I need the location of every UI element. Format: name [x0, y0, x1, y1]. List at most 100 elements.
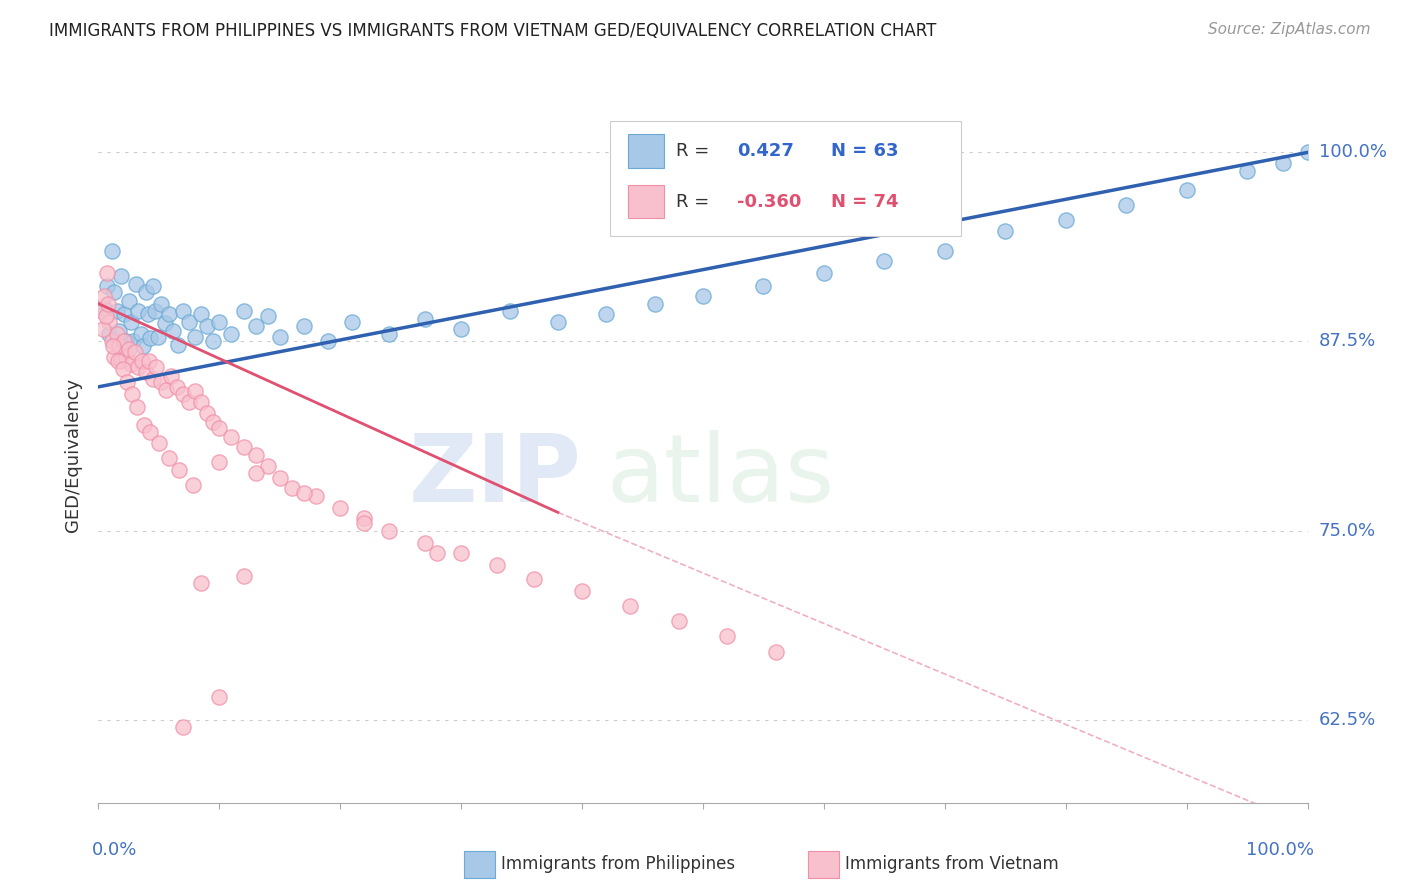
Point [994, 224, 1017, 238]
Point [127, 400, 149, 414]
Point [105, 326, 128, 341]
Point [120, 315, 142, 329]
Text: 62.5%: 62.5% [1319, 711, 1376, 729]
Point [107, 354, 129, 368]
Point [716, 629, 738, 643]
Point [155, 383, 177, 397]
Point [245, 466, 267, 480]
Point [98, 315, 121, 329]
Point [595, 307, 617, 321]
Point [184, 330, 207, 344]
Point [112, 334, 135, 349]
Point [117, 376, 139, 390]
Point [132, 339, 155, 353]
Point [232, 304, 254, 318]
Text: Source: ZipAtlas.com: Source: ZipAtlas.com [1208, 22, 1371, 37]
Point [644, 296, 666, 310]
Point [208, 690, 231, 704]
Point [94, 309, 117, 323]
Point [100, 334, 122, 349]
Point [342, 315, 364, 329]
Point [256, 309, 278, 323]
Point [118, 342, 141, 356]
Point [305, 489, 328, 503]
Point [110, 354, 132, 368]
Point [221, 430, 243, 444]
Point [498, 304, 520, 318]
Point [221, 326, 243, 341]
Point [108, 339, 131, 353]
Point [873, 254, 896, 268]
Point [103, 285, 125, 299]
Point [139, 331, 162, 345]
Point [190, 576, 212, 591]
Point [208, 455, 231, 469]
Point [934, 244, 956, 258]
Point [184, 384, 207, 399]
Point [208, 420, 231, 434]
Point [112, 307, 135, 321]
Point [1175, 183, 1198, 197]
Point [245, 448, 267, 462]
Point [103, 350, 125, 364]
Point [115, 334, 138, 349]
Point [148, 435, 170, 450]
Point [450, 322, 472, 336]
Point [136, 307, 159, 321]
Point [108, 324, 131, 338]
Text: 0.427: 0.427 [737, 142, 794, 160]
Point [127, 360, 149, 375]
Point [377, 326, 399, 341]
Point [245, 319, 267, 334]
Point [131, 354, 153, 368]
Text: Immigrants from Vietnam: Immigrants from Vietnam [845, 855, 1059, 873]
Point [142, 372, 165, 386]
Point [110, 269, 132, 284]
Point [413, 535, 436, 549]
Point [100, 244, 122, 258]
Point [1054, 213, 1077, 227]
Point [269, 470, 291, 484]
Point [145, 360, 167, 375]
Point [571, 584, 593, 599]
Point [98, 326, 121, 341]
Point [202, 334, 225, 349]
Text: atlas: atlas [606, 430, 835, 522]
Text: Immigrants from Philippines: Immigrants from Philippines [501, 855, 735, 873]
Point [122, 334, 145, 349]
Text: 100.0%: 100.0% [1246, 841, 1313, 859]
Point [166, 380, 188, 394]
Point [120, 357, 142, 371]
Point [752, 278, 775, 293]
Point [135, 285, 157, 299]
Point [692, 289, 714, 303]
Point [157, 307, 180, 321]
Point [619, 599, 641, 614]
Point [377, 524, 399, 538]
Point [139, 425, 162, 440]
Point [142, 278, 165, 293]
Point [93, 301, 115, 316]
Point [153, 316, 176, 330]
Point [93, 289, 115, 303]
Point [256, 458, 278, 473]
Point [115, 350, 138, 364]
Point [91, 322, 114, 336]
Text: 0.0%: 0.0% [93, 841, 138, 859]
Point [146, 330, 169, 344]
Point [353, 511, 375, 525]
Point [172, 304, 194, 318]
FancyBboxPatch shape [628, 185, 664, 219]
Text: 87.5%: 87.5% [1319, 333, 1376, 351]
Point [269, 330, 291, 344]
Point [118, 293, 141, 308]
Point [281, 481, 304, 495]
Point [177, 395, 201, 409]
Point [167, 337, 190, 351]
FancyBboxPatch shape [610, 121, 960, 235]
Point [413, 311, 436, 326]
Point [160, 369, 183, 384]
Point [150, 296, 173, 310]
Text: N = 63: N = 63 [831, 142, 898, 160]
Point [96, 278, 118, 293]
